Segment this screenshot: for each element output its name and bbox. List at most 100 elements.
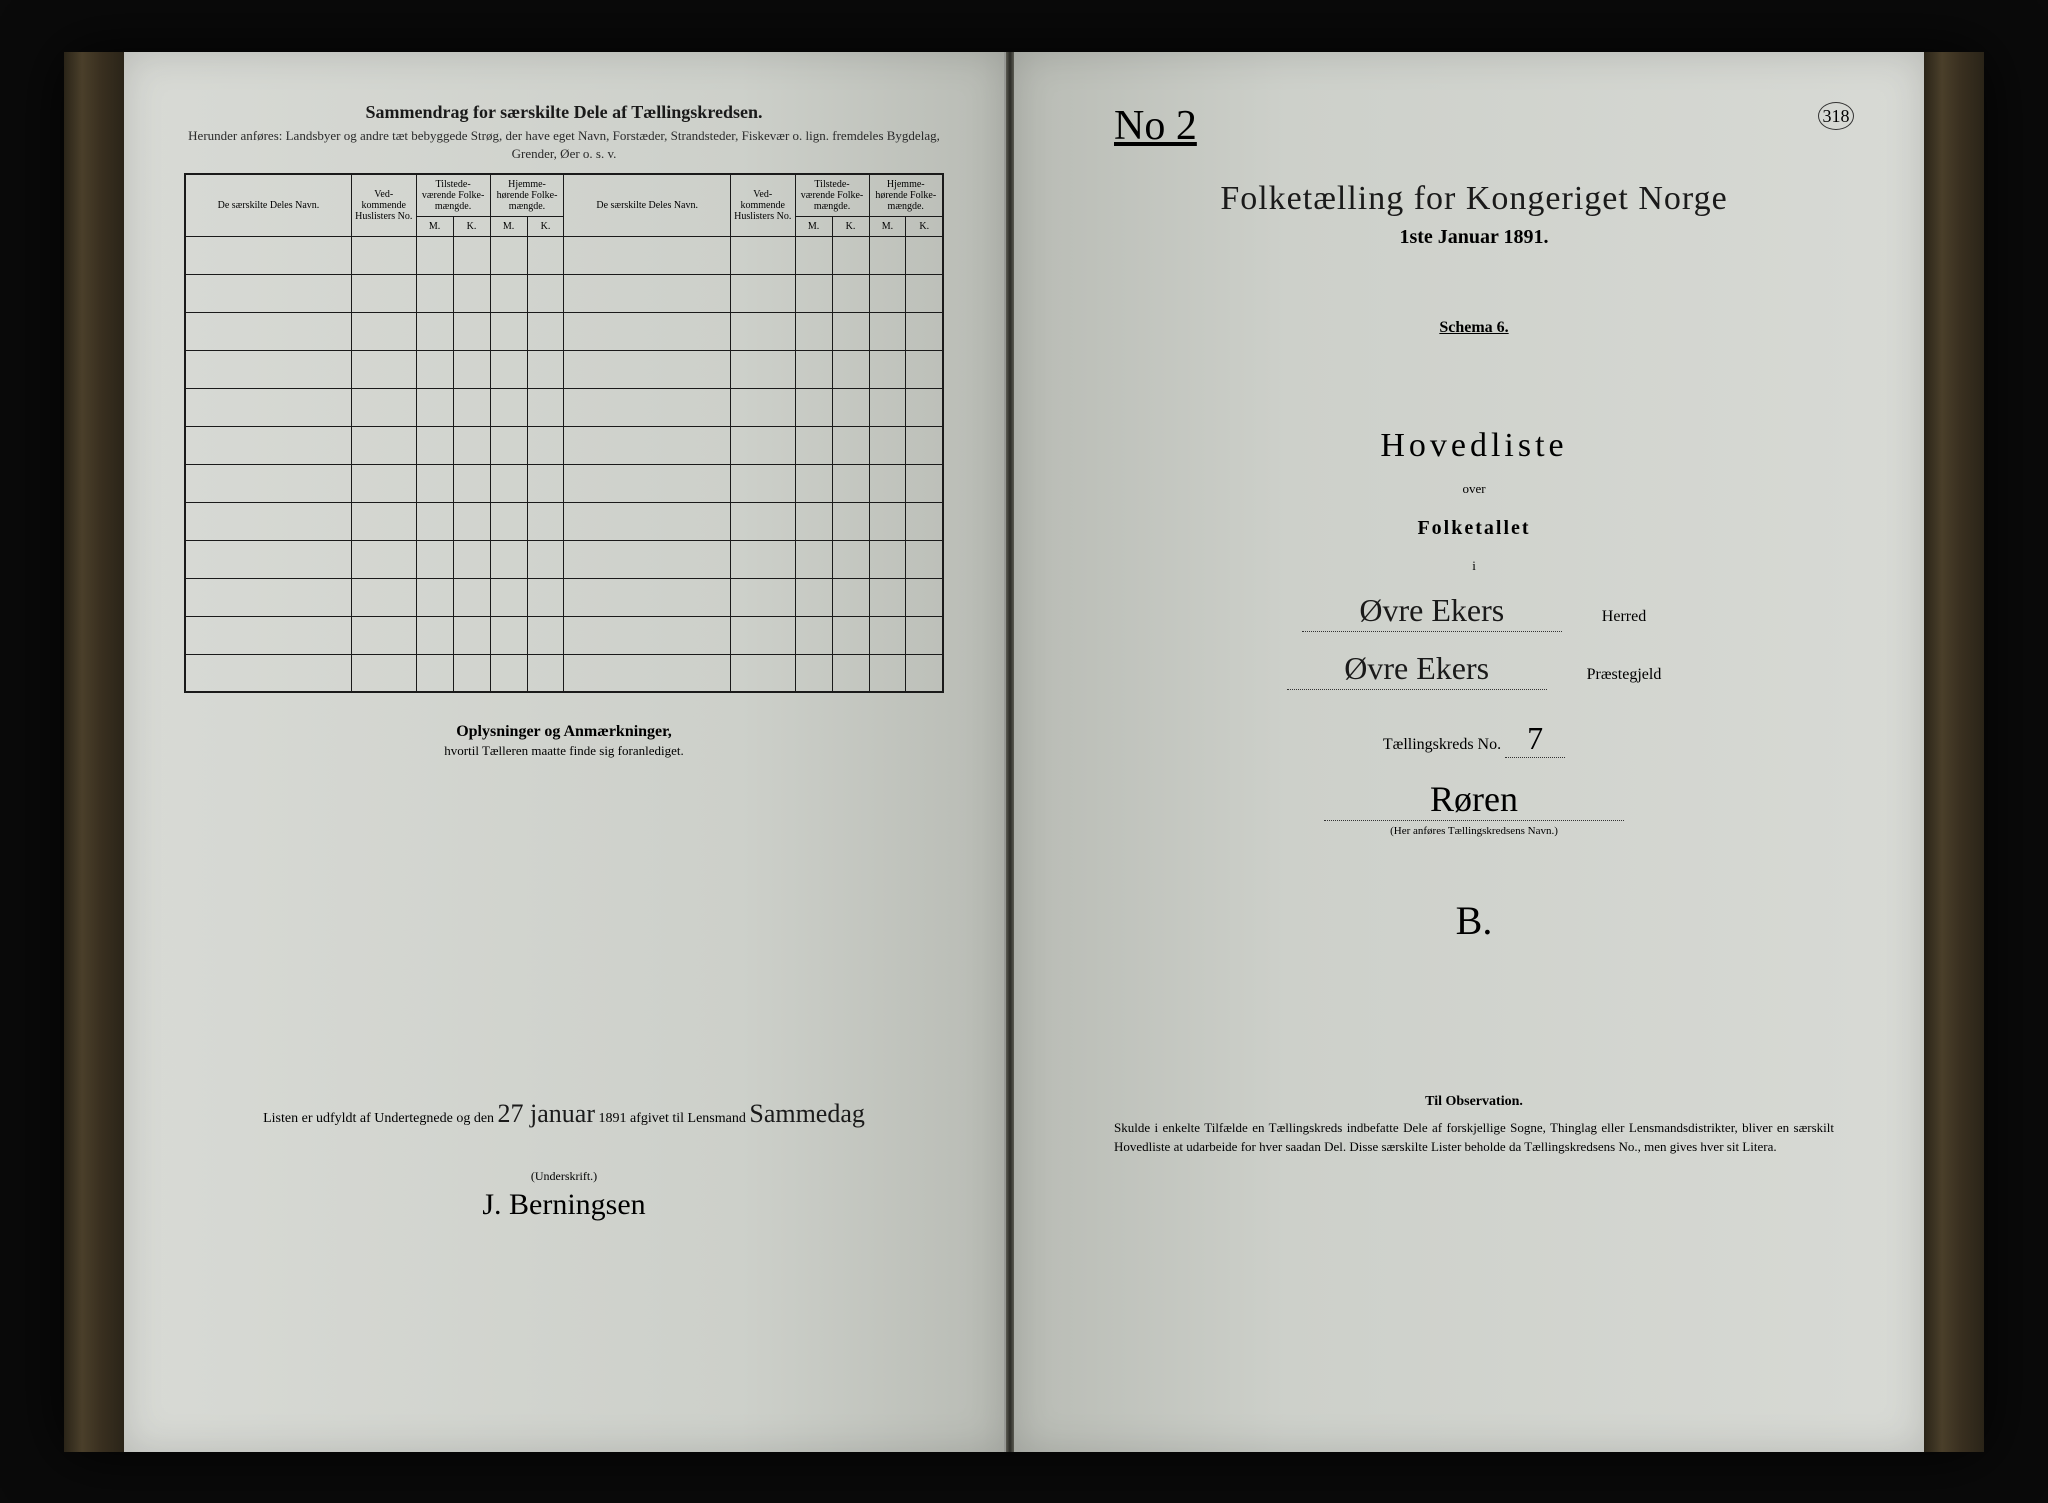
table-cell (185, 616, 351, 654)
table-cell (906, 654, 943, 692)
table-row (185, 274, 943, 312)
table-cell (869, 578, 906, 616)
table-cell (869, 464, 906, 502)
col-m: M. (795, 216, 832, 236)
table-cell (351, 578, 416, 616)
signature-block: (Underskrift.) J. Berningsen (184, 1169, 944, 1222)
herred-label: Herred (1602, 608, 1646, 626)
table-cell (527, 578, 564, 616)
table-cell (906, 350, 943, 388)
table-cell (564, 274, 730, 312)
table-cell (490, 502, 527, 540)
book-spine-right (1924, 52, 1984, 1452)
col-k: K. (906, 216, 943, 236)
table-cell (906, 502, 943, 540)
table-cell (416, 274, 453, 312)
hovedliste-heading: Hovedliste (1094, 427, 1854, 465)
table-head: De særskilte Deles Navn. Ved-kommende Hu… (185, 174, 943, 237)
table-cell (730, 350, 795, 388)
taellingskreds-label: Tællingskreds No. (1383, 736, 1501, 753)
table-cell (730, 312, 795, 350)
table-cell (527, 274, 564, 312)
table-cell (795, 274, 832, 312)
table-cell (795, 654, 832, 692)
table-cell (832, 350, 869, 388)
table-cell (527, 426, 564, 464)
table-cell (832, 464, 869, 502)
table-cell (527, 502, 564, 540)
col-m: M. (416, 216, 453, 236)
folketallet-label: Folketallet (1094, 517, 1854, 540)
book-gutter (1006, 52, 1014, 1452)
table-row (185, 464, 943, 502)
page-number: 318 (1818, 102, 1854, 130)
table-cell (490, 312, 527, 350)
table-cell (490, 274, 527, 312)
table-row (185, 312, 943, 350)
remarks-section: Oplysninger og Anmærkninger, hvortil Tæl… (184, 723, 944, 759)
table-row (185, 540, 943, 578)
table-cell (351, 654, 416, 692)
table-cell (527, 236, 564, 274)
table-row (185, 578, 943, 616)
table-row (185, 426, 943, 464)
i-label: i (1094, 558, 1854, 574)
table-cell (416, 350, 453, 388)
table-cell (564, 312, 730, 350)
table-cell (564, 426, 730, 464)
table-cell (453, 274, 490, 312)
table-cell (416, 502, 453, 540)
table-row (185, 502, 943, 540)
col-hjemme: Hjemme-hørende Folke-mængde. (490, 174, 564, 217)
table-cell (453, 502, 490, 540)
table-cell (795, 312, 832, 350)
table-cell (351, 236, 416, 274)
table-row (185, 236, 943, 274)
table-cell (564, 388, 730, 426)
table-cell (185, 540, 351, 578)
taellingskreds-no: 7 (1505, 720, 1565, 758)
table-cell (453, 540, 490, 578)
listen-text-1: Listen er udfyldt af Undertegnede og den (263, 1111, 494, 1126)
table-cell (564, 502, 730, 540)
table-cell (795, 540, 832, 578)
table-cell (416, 616, 453, 654)
table-cell (453, 654, 490, 692)
table-cell (730, 616, 795, 654)
table-cell (730, 654, 795, 692)
summary-title: Sammendrag for særskilte Dele af Tælling… (184, 102, 944, 123)
kreds-name: Røren (1324, 778, 1624, 821)
table-cell (490, 236, 527, 274)
table-cell (795, 502, 832, 540)
census-title: Folketælling for Kongeriget Norge (1094, 180, 1854, 218)
table-cell (564, 616, 730, 654)
left-page: Sammendrag for særskilte Dele af Tælling… (124, 52, 1006, 1452)
table-cell (527, 616, 564, 654)
kreds-row: Tællingskreds No. 7 (1094, 720, 1854, 758)
book-spread: Sammendrag for særskilte Dele af Tælling… (64, 52, 1984, 1452)
table-cell (351, 616, 416, 654)
table-cell (453, 578, 490, 616)
table-cell (490, 426, 527, 464)
table-cell (906, 578, 943, 616)
table-cell (730, 540, 795, 578)
table-cell (795, 616, 832, 654)
col-hjemme-2: Hjemme-hørende Folke-mængde. (869, 174, 943, 217)
schema-label: Schema 6. (1094, 319, 1854, 337)
table-cell (453, 236, 490, 274)
table-cell (832, 274, 869, 312)
table-cell (416, 388, 453, 426)
herred-value: Øvre Ekers (1302, 592, 1562, 632)
signature-label: (Underskrift.) (531, 1169, 597, 1183)
col-m: M. (869, 216, 906, 236)
table-body (185, 236, 943, 692)
table-cell (527, 540, 564, 578)
table-cell (490, 464, 527, 502)
col-navn-2: De særskilte Deles Navn. (564, 174, 730, 237)
table-cell (564, 540, 730, 578)
table-cell (351, 464, 416, 502)
census-date: 1ste Januar 1891. (1094, 226, 1854, 249)
over-label: over (1094, 481, 1854, 497)
table-cell (832, 502, 869, 540)
table-cell (185, 502, 351, 540)
